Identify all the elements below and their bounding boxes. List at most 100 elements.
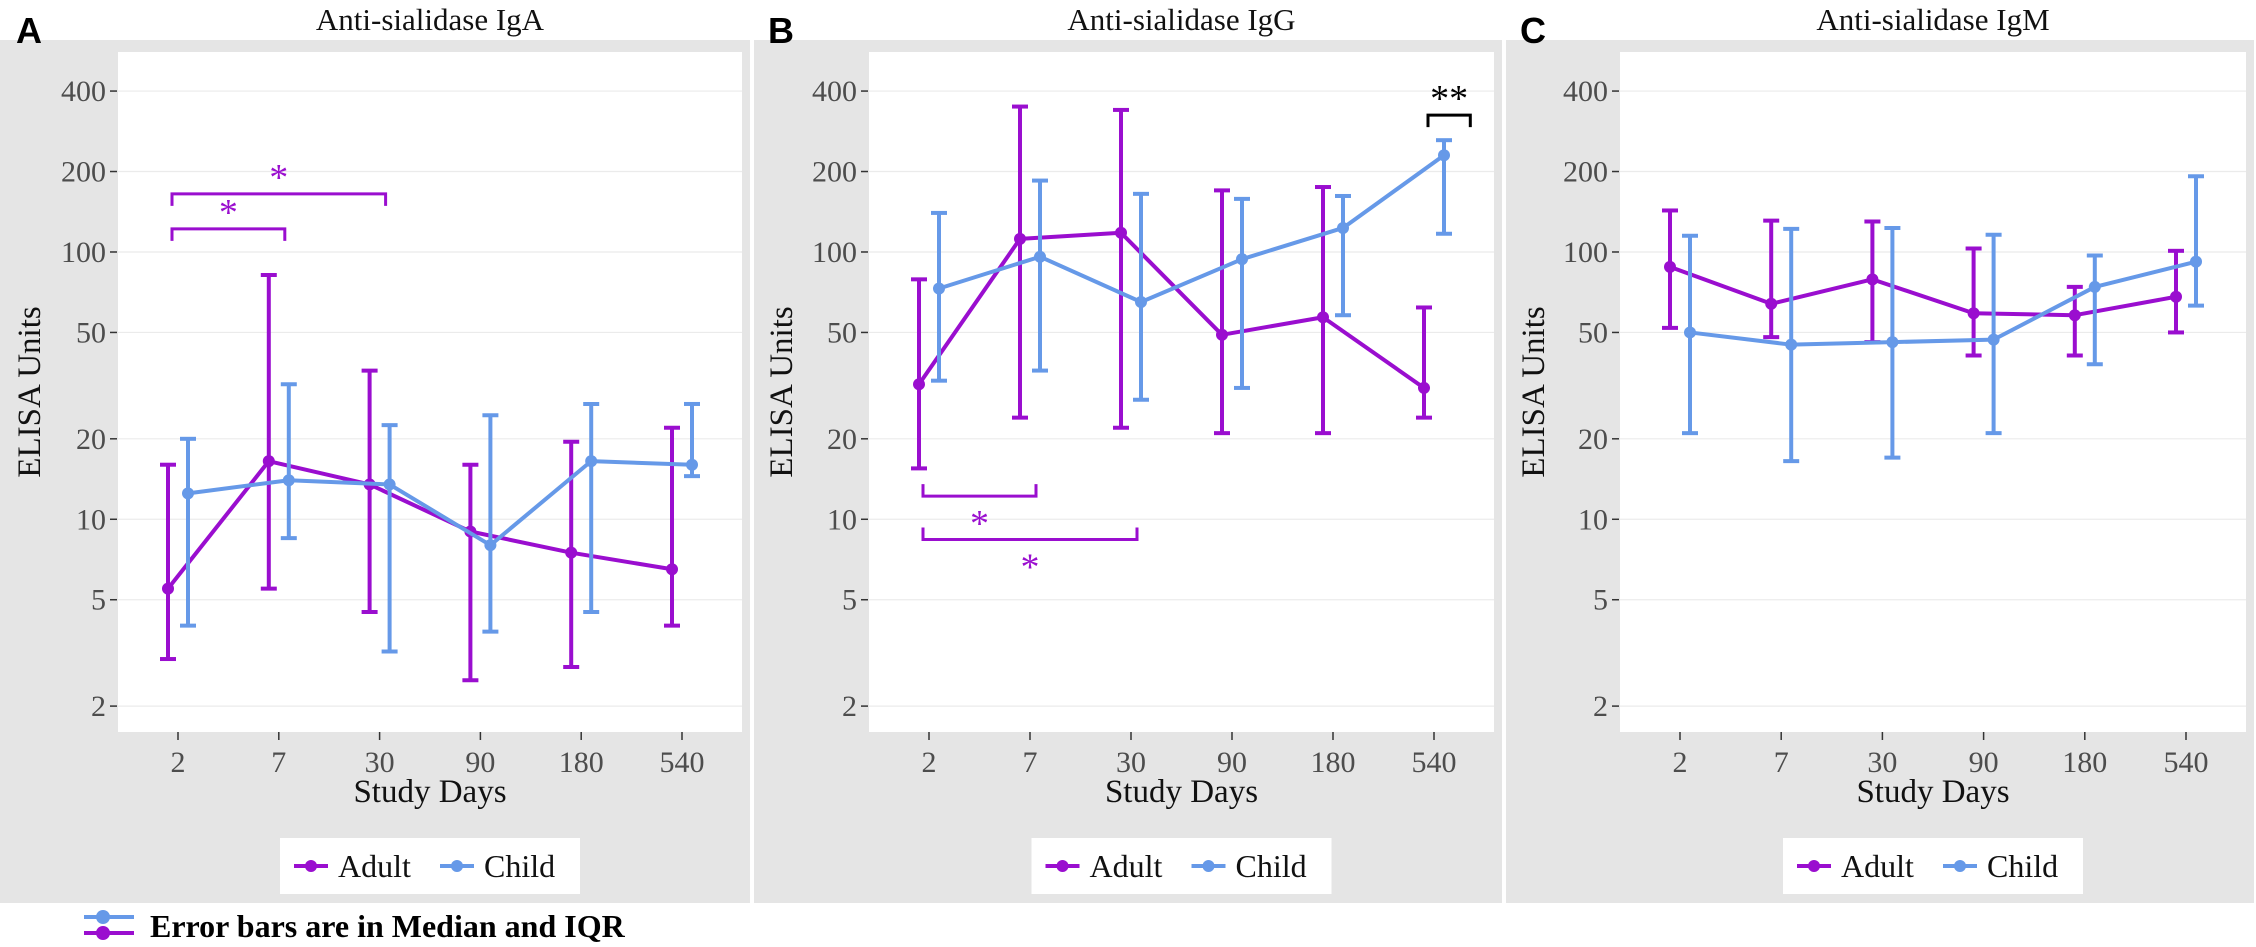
x-tick-label: 90 [1969,746,1999,779]
series-adult [1662,208,2184,358]
data-point [1664,260,1676,273]
series-line [166,459,673,590]
data-point [1115,226,1127,239]
panel-c: Anti-sialidase IgM C 2 5 10 20 50 100 200 400 ELIS… [1506,2,2254,903]
x-axis-label: Study Days [1856,774,2009,810]
plot-area [118,52,742,732]
y-tick-label: 50 [1578,316,1608,349]
data-point [1967,307,1980,320]
x-axis-label: Study Days [353,774,506,810]
data-point [1034,250,1046,263]
legend-key-point [1808,860,1820,872]
x-tick-label: 7 [1774,746,1789,779]
data-point [262,455,275,468]
data-point [1785,338,1798,351]
legend-key-point [1056,860,1069,872]
y-tick-label: 200 [1563,156,1608,189]
significance-label: * [970,503,989,545]
x-tick-label: 180 [559,746,604,779]
legend-label: Adult [1841,848,1914,884]
data-point [1216,328,1228,341]
data-point [666,563,678,576]
legend-label: Child [1236,848,1307,884]
y-tick-label: 400 [61,75,106,108]
data-point [1438,149,1450,162]
legend: Adult Child [280,838,580,894]
y-tick-label: 100 [61,236,106,269]
x-tick-label: 2 [171,746,186,779]
x-tick-label: 2 [1673,746,1688,779]
data-point [383,478,396,491]
x-tick-label: 30 [1116,746,1146,779]
data-point [1317,311,1329,324]
bracket-line [921,484,1038,498]
significance-label: ** [1430,78,1468,120]
y-tick-label: 5 [842,584,857,617]
series-child [931,138,1452,402]
legend-key-point [1954,860,1966,872]
y-axis-label: ELISA Units [1516,306,1552,477]
x-tick-label: 540 [1412,746,1457,779]
y-tick-label: 20 [1578,423,1608,456]
legend-key-point [451,860,463,872]
x-tick-label: 180 [1311,746,1356,779]
legend-label: Child [484,848,555,884]
data-point [913,378,925,391]
data-point [933,282,945,295]
series-line [187,459,693,548]
significance-label: * [219,192,238,234]
legend-entry-child: Child [440,848,555,884]
panel-b: Anti-sialidase IgG B 2 5 10 20 50 100 200 400 ELIS… [754,2,1502,903]
legend-box [280,838,580,894]
legend-entry-child: Child [1943,848,2058,884]
plot-area [1620,52,2246,732]
significance-label: * [1021,547,1040,589]
bracket-line [170,192,388,206]
data-point [1014,232,1026,245]
legend-box [1031,838,1332,894]
y-axis-label: ELISA Units [12,306,48,477]
panel-letter: A [16,10,42,51]
series-adult [160,273,680,683]
x-tick-label: 30 [1867,746,1897,779]
x-tick-label: 540 [2164,746,2209,779]
significance-bracket: * [170,192,287,241]
x-tick-label: 2 [922,746,937,779]
y-tick-label: 5 [1593,584,1608,617]
y-tick-label: 100 [812,236,857,269]
legend: Adult Child [1783,838,2083,894]
y-tick-label: 200 [812,156,857,189]
series-line [917,230,1426,390]
data-point [1886,336,1899,349]
significance-bracket: * [170,157,388,206]
significance-label: * [269,157,288,199]
x-tick-label: 540 [660,746,705,779]
data-point [1684,326,1696,339]
x-tick-label: 7 [1023,746,1038,779]
y-tick-label: 20 [76,423,106,456]
footer-note: Error bars are in Median and IQR [84,908,626,944]
series-child [1682,174,2204,464]
legend-box [1783,838,2083,894]
panel-title: Anti-sialidase IgG [1067,2,1295,37]
legend: Adult Child [1031,838,1332,894]
y-tick-label: 200 [61,156,106,189]
x-tick-label: 90 [1217,746,1247,779]
data-point [484,539,497,552]
data-point [2190,255,2202,268]
bracket-line [1426,113,1472,128]
data-point [565,546,578,559]
data-point [282,474,295,487]
legend-label: Adult [1090,848,1163,884]
y-tick-label: 20 [827,423,857,456]
x-tick-label: 90 [465,746,495,779]
y-tick-label: 400 [1563,75,1608,108]
y-tick-label: 10 [827,503,857,536]
significance-bracket: ** [1426,78,1472,128]
data-point [686,458,698,471]
y-tick-label: 50 [827,316,857,349]
series-line [1689,259,2197,347]
data-point [182,487,194,500]
data-point [1337,221,1349,234]
panel-title: Anti-sialidase IgA [316,2,545,37]
